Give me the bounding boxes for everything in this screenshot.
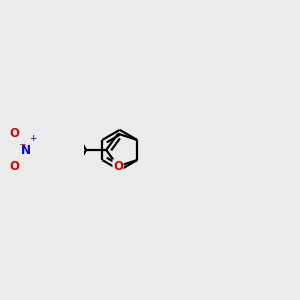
Text: N: N — [21, 143, 31, 157]
Text: +: + — [29, 134, 37, 143]
Text: O: O — [9, 127, 19, 140]
Text: O: O — [9, 160, 19, 173]
Text: O: O — [113, 160, 123, 173]
Text: −: − — [18, 139, 26, 148]
